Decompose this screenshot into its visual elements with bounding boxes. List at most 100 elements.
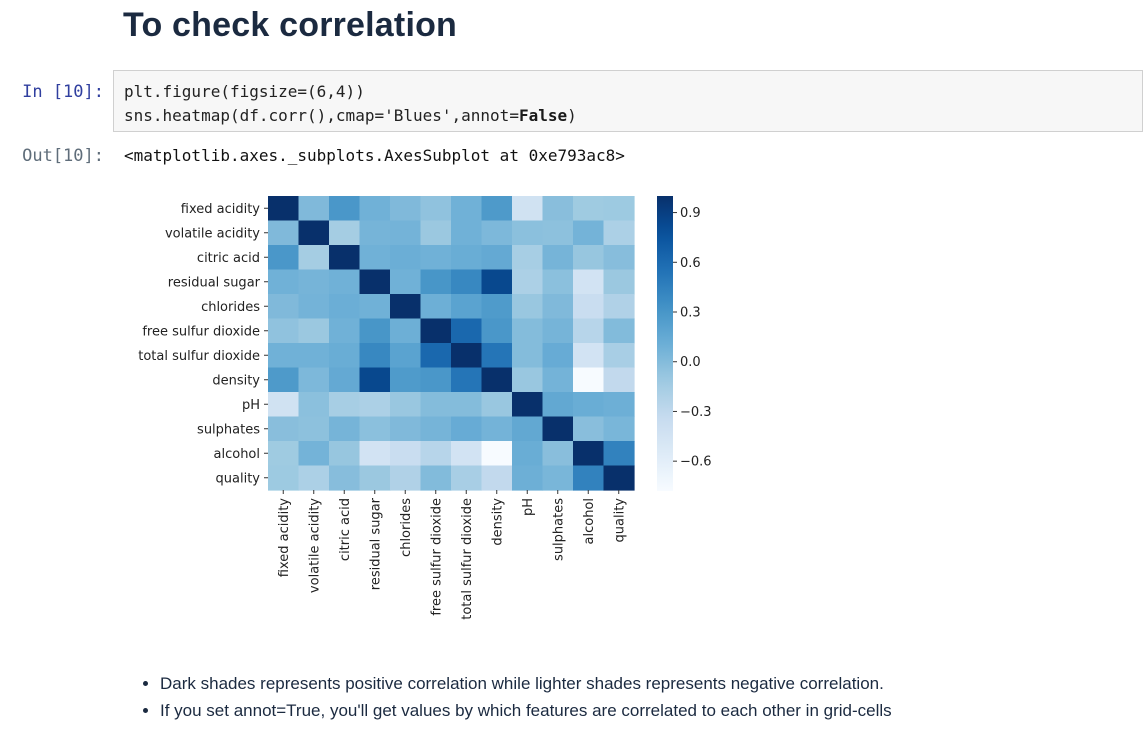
heatmap-cell (451, 294, 483, 320)
heatmap-cell (512, 220, 544, 246)
heatmap-cell (268, 318, 300, 344)
y-tick-label: sulphates (197, 422, 260, 437)
heatmap-cell (359, 220, 391, 246)
heatmap-cell (359, 441, 391, 467)
heatmap-cell (359, 367, 391, 393)
heatmap-cell (573, 196, 605, 222)
heatmap-cell (329, 441, 361, 467)
heatmap-cell (268, 343, 300, 369)
heatmap-cell (298, 465, 330, 491)
heatmap-cell (573, 416, 605, 442)
heatmap-cell (481, 318, 513, 344)
heatmap-cell (298, 220, 330, 246)
heatmap-cell (481, 367, 513, 393)
heatmap-cell (359, 343, 391, 369)
colorbar: 0.9 0.6 0.3 0.0 −0.3 −0.6 (657, 196, 712, 491)
heatmap-cell (573, 318, 605, 344)
heatmap-cell (512, 465, 544, 491)
heatmap-cell (542, 196, 574, 222)
heatmap-cell (512, 294, 544, 320)
heatmap-cell (451, 367, 483, 393)
code-text: ) (567, 106, 577, 125)
heatmap-cell (481, 416, 513, 442)
heatmap-cell (268, 416, 300, 442)
code-text: sns.heatmap(df.corr(),cmap='Blues',annot… (124, 106, 519, 125)
output-prompt: Out[10]: (22, 146, 104, 166)
heatmap-cell (512, 392, 544, 418)
x-tick-label: chlorides (399, 498, 414, 557)
heatmap-cell (481, 343, 513, 369)
heatmap-cell (390, 245, 422, 271)
y-tick-label: citric acid (197, 251, 260, 266)
note-item: Dark shades represents positive correlat… (160, 673, 892, 694)
heatmap-cell (329, 269, 361, 295)
heatmap-cell (542, 392, 574, 418)
y-tick-label: residual sugar (168, 275, 261, 290)
heatmap-cell (573, 441, 605, 467)
colorbar-tick-label: 0.6 (680, 256, 701, 271)
x-tick-label: total sulfur dioxide (460, 498, 475, 620)
heatmap-cell (603, 220, 635, 246)
heatmap-cell (603, 367, 635, 393)
heatmap-cell (298, 367, 330, 393)
heatmap-cell (451, 465, 483, 491)
heatmap-cell (573, 367, 605, 393)
heatmap-cell (298, 196, 330, 222)
heatmap-cell (298, 318, 330, 344)
heatmap-cell (329, 367, 361, 393)
colorbar-tick-label: 0.0 (680, 355, 701, 370)
heatmap-cell (420, 343, 452, 369)
heatmap-cells (268, 196, 635, 491)
heatmap-cell (512, 416, 544, 442)
notes-list: Dark shades represents positive correlat… (140, 673, 892, 727)
heatmap-cell (542, 269, 574, 295)
heatmap-cell (298, 392, 330, 418)
heatmap-cell (542, 367, 574, 393)
code-line: sns.heatmap(df.corr(),cmap='Blues',annot… (124, 106, 577, 125)
x-tick-label: alcohol (582, 498, 597, 544)
colorbar-gradient (657, 196, 673, 491)
heatmap-cell (390, 294, 422, 320)
heatmap-cell (512, 196, 544, 222)
heatmap-cell (512, 343, 544, 369)
heatmap-cell (268, 220, 300, 246)
heatmap-cell (603, 294, 635, 320)
colorbar-tick-label: −0.3 (680, 405, 712, 420)
colorbar-tick-label: 0.9 (680, 206, 701, 221)
heatmap-cell (390, 367, 422, 393)
heatmap-cell (542, 245, 574, 271)
heatmap-cell (542, 318, 574, 344)
heatmap-cell (512, 245, 544, 271)
heatmap-cell (329, 343, 361, 369)
heatmap-cell (268, 294, 300, 320)
heatmap-cell (481, 220, 513, 246)
heatmap-cell (542, 465, 574, 491)
heatmap-cell (542, 441, 574, 467)
heatmap-cell (542, 416, 574, 442)
heatmap-cell (512, 318, 544, 344)
x-tick-label: citric acid (338, 498, 353, 561)
x-axis-tick-labels: fixed acidity volatile acidity citric acid… (277, 490, 627, 620)
heatmap-cell (512, 441, 544, 467)
heatmap-cell (268, 441, 300, 467)
heatmap-cell (268, 367, 300, 393)
heatmap-cell (298, 343, 330, 369)
x-tick-label: volatile acidity (307, 498, 322, 593)
heatmap-cell (390, 318, 422, 344)
heatmap-cell (603, 269, 635, 295)
heatmap-cell (573, 392, 605, 418)
code-cell[interactable]: plt.figure(figsize=(6,4)) sns.heatmap(df… (113, 70, 1143, 132)
heatmap-cell (420, 294, 452, 320)
heatmap-cell (573, 294, 605, 320)
heatmap-cell (542, 343, 574, 369)
heatmap-cell (390, 416, 422, 442)
heatmap-cell (420, 441, 452, 467)
heatmap-cell (481, 196, 513, 222)
heatmap-cell (512, 367, 544, 393)
heatmap-cell (603, 318, 635, 344)
y-tick-label: density (212, 373, 260, 388)
heatmap-cell (420, 269, 452, 295)
heatmap-cell (603, 392, 635, 418)
heatmap-cell (573, 343, 605, 369)
heatmap-cell (603, 465, 635, 491)
